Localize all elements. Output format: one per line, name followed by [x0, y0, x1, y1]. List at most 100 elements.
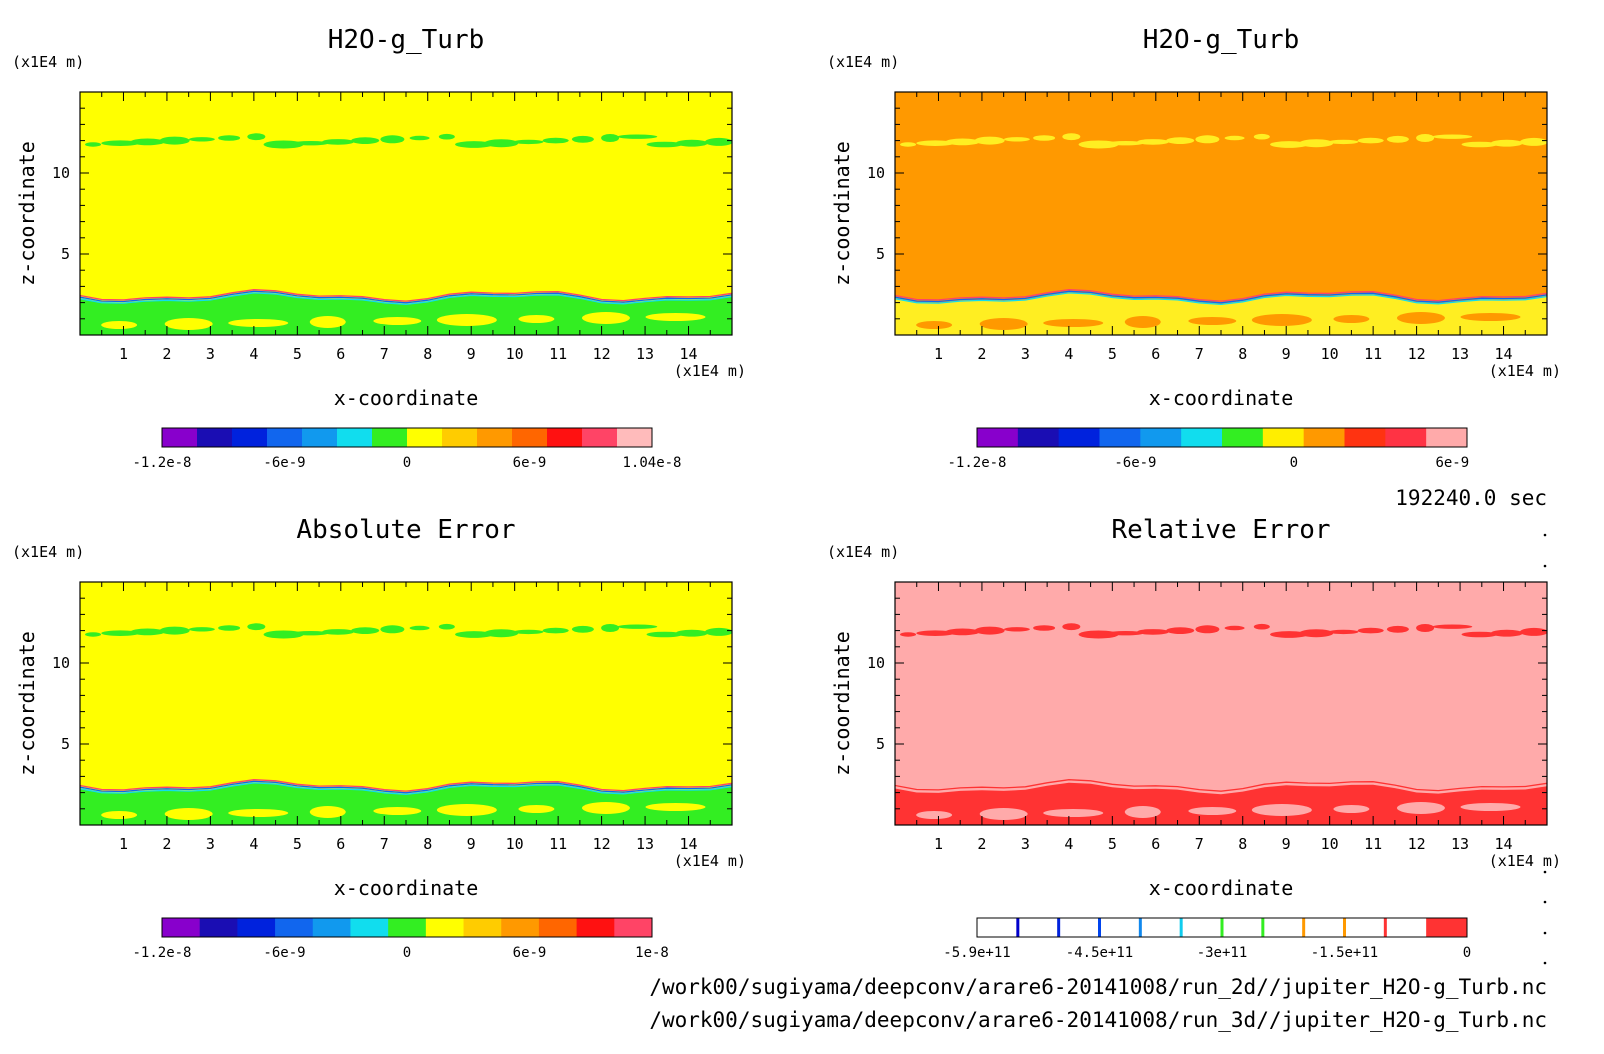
- colorbar-swatch: [350, 918, 389, 937]
- x-tick-label: 12: [1408, 835, 1426, 853]
- upper-band-blob: [1299, 139, 1334, 148]
- upper-band-blob: [1033, 135, 1056, 141]
- colorbar-swatch: [1426, 428, 1468, 447]
- upper-band-blob: [1224, 625, 1245, 631]
- colorbar-tick-label: -5.9e+11: [943, 945, 1010, 961]
- lower-layer-swirl: [916, 321, 953, 329]
- upper-band-blob: [601, 624, 620, 633]
- lower-layer-swirl: [979, 318, 1028, 330]
- heatmap-background: [895, 92, 1547, 335]
- upper-band-blob: [1490, 629, 1523, 637]
- lower-layer-swirl: [228, 809, 289, 817]
- x-tick-label: 11: [549, 835, 567, 853]
- upper-band-blob: [1062, 133, 1081, 141]
- time-label: 192240.0 sec: [1395, 486, 1547, 510]
- upper-band-blob: [916, 630, 955, 636]
- upper-band-blob: [130, 628, 165, 636]
- colorbar-swatch: [442, 428, 478, 447]
- upper-band-blob: [1416, 134, 1435, 143]
- upper-band-blob: [292, 630, 329, 636]
- x-unit-label: (x1E4 m): [674, 362, 746, 380]
- lower-layer-swirl: [1251, 314, 1312, 326]
- upper-band-blob: [1224, 135, 1245, 141]
- colorbar-swatch: [1385, 918, 1427, 937]
- upper-band-blob: [1519, 137, 1547, 146]
- x-tick-label: 11: [549, 345, 567, 363]
- upper-band-blob: [675, 139, 708, 147]
- heatmap-field: [80, 582, 732, 825]
- colorbar-tick-label: 1.04e-8: [622, 455, 681, 471]
- colorbar-tick-label: -6e-9: [1114, 455, 1156, 471]
- upper-band-blob: [1416, 624, 1435, 633]
- lower-layer-swirl: [518, 805, 555, 813]
- colorbar-frame: [161, 917, 653, 938]
- y-tick-label: 5: [876, 735, 885, 753]
- boundary-line: [895, 290, 1547, 304]
- upper-band-blob: [455, 631, 494, 638]
- upper-band-blob: [704, 137, 732, 146]
- boundary-line: [895, 289, 1547, 302]
- panel-1: H2O-g_Turb (x1E4 m) (x1E4 m) x-coordinate z-…: [12, 25, 746, 471]
- upper-band-blob: [1003, 627, 1030, 632]
- colorbar-swatch: [1058, 918, 1100, 937]
- colorbar-swatch: [337, 428, 373, 447]
- lower-layer-swirl: [1251, 804, 1312, 816]
- lower-layer-swirl: [309, 316, 346, 328]
- x-tick-label: 4: [1064, 835, 1073, 853]
- upper-band-blob: [1386, 135, 1409, 143]
- upper-band-blob: [85, 632, 102, 637]
- lower-layer-swirl: [1124, 316, 1161, 328]
- x-tick-label: 2: [977, 345, 986, 363]
- colorbar-swatch: [1017, 428, 1060, 447]
- colorbar-tick-label: -1.2e-8: [132, 945, 191, 961]
- upper-band-blob: [1432, 134, 1473, 139]
- x-tick-label: 8: [423, 345, 432, 363]
- heatmap-field: [895, 582, 1547, 825]
- upper-band-blob: [380, 135, 405, 144]
- colorbar-swatch: [388, 918, 427, 937]
- lower-layer-swirl: [916, 811, 953, 819]
- x-tick-label: 10: [506, 835, 524, 853]
- upper-band-blob: [1107, 630, 1144, 636]
- colorbar-frame: [161, 427, 653, 448]
- lower-layer-swirl: [1188, 317, 1237, 325]
- upper-band-blob: [455, 141, 494, 148]
- upper-band-blob: [1003, 137, 1030, 142]
- x-tick-label: 4: [1064, 345, 1073, 363]
- colorbar-swatch: [199, 918, 238, 937]
- colorbar-swatch: [1262, 428, 1305, 447]
- lower-layer-swirl: [101, 811, 138, 819]
- y-tick-label: 10: [52, 164, 70, 182]
- upper-band-blob: [1386, 625, 1409, 633]
- y-tick-label: 5: [61, 735, 70, 753]
- upper-band-blob: [484, 629, 519, 638]
- upper-band-blob: [542, 627, 569, 634]
- upper-band-blob: [1136, 139, 1169, 145]
- lower-layer-swirl: [1333, 805, 1370, 813]
- x-tick-label: 12: [1408, 345, 1426, 363]
- upper-band-blob: [542, 137, 569, 144]
- x-tick-label: 1: [934, 345, 943, 363]
- x-tick-label: 8: [1238, 835, 1247, 853]
- colorbar: -5.9e+11 -4.5e+11 -3e+11 -1.5e+11 0: [943, 917, 1471, 961]
- colorbar-tick-label: 0: [403, 945, 411, 961]
- upper-band-blob: [438, 133, 455, 140]
- upper-band-blob: [1136, 629, 1169, 635]
- upper-band-blob: [646, 631, 683, 638]
- upper-band-blob: [292, 140, 329, 146]
- x-tick-label: 7: [1195, 835, 1204, 853]
- upper-band-blob: [571, 135, 594, 143]
- colorbar-swatch: [1140, 428, 1182, 447]
- upper-band-blob: [571, 625, 594, 633]
- lower-layer-swirl: [645, 803, 706, 811]
- upper-band-blob: [704, 627, 732, 636]
- x-tick-label: 5: [293, 835, 302, 853]
- y-tick-label: 5: [61, 245, 70, 263]
- colorbar-swatch: [1181, 428, 1223, 447]
- colorbar-swatch: [372, 428, 408, 447]
- upper-band-blob: [263, 630, 304, 639]
- upper-band-blob: [1253, 133, 1270, 140]
- lower-layer-swirl: [518, 315, 555, 323]
- x-tick-label: 13: [1451, 835, 1469, 853]
- colorbar-swatch: [977, 918, 1019, 937]
